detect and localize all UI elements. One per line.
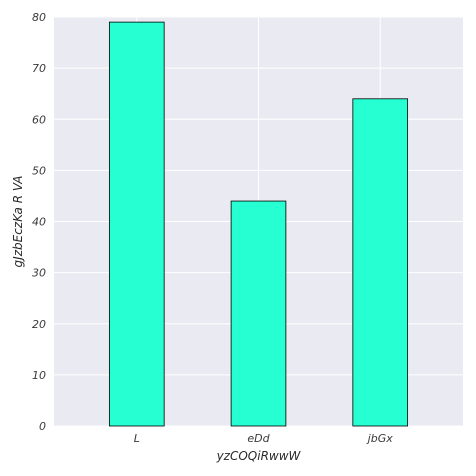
y-tick-label: 20	[32, 318, 46, 331]
bar-eDd	[230, 200, 287, 427]
x-tick-label: eDd	[247, 432, 270, 445]
x-tick-label: jbGx	[366, 432, 394, 445]
x-tick-label: L	[134, 432, 140, 445]
y-tick-label: 50	[32, 164, 46, 177]
y-tick-label: 30	[32, 267, 46, 280]
y-tick-label: 40	[32, 216, 46, 229]
bar-jbGx	[352, 98, 409, 427]
x-axis-title: yzCOQiRwwW	[216, 449, 302, 463]
y-tick-label: 10	[32, 369, 46, 382]
bar-L	[108, 21, 165, 427]
y-tick-label: 0	[39, 420, 46, 433]
y-axis-title: gJzbEczKa R VA	[11, 176, 25, 268]
y-axis-ticks: 0 10 20 30 40 50 60 70 80	[32, 11, 46, 433]
y-tick-label: 60	[32, 113, 46, 126]
y-tick-label: 70	[32, 62, 46, 75]
y-tick-label: 80	[32, 11, 46, 24]
bars	[108, 21, 409, 427]
